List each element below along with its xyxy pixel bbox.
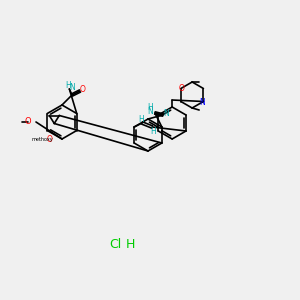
Text: methoxy: methoxy [31,136,53,142]
Text: N: N [70,83,75,92]
Text: H: H [150,127,156,136]
Text: N: N [147,106,153,116]
Text: H: H [65,82,71,91]
Text: H: H [125,238,135,251]
Text: N: N [200,98,205,107]
Text: O: O [47,134,53,143]
Text: H: H [138,115,144,124]
Text: O: O [179,84,185,93]
Text: O: O [80,85,86,94]
Text: H: H [147,103,153,112]
Text: N: N [163,109,169,118]
Text: Cl: Cl [109,238,121,251]
Text: O: O [25,118,31,127]
